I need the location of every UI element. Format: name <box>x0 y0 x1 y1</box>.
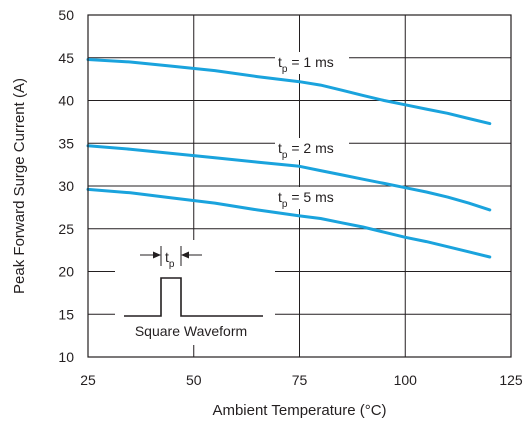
x-axis-label: Ambient Temperature (°C) <box>212 402 386 419</box>
y-tick-label: 20 <box>58 264 74 280</box>
series-label-bg <box>275 187 349 209</box>
pulse-width-label: tp <box>165 249 175 270</box>
y-tick-label: 30 <box>58 178 74 194</box>
x-tick-label: 125 <box>499 372 523 388</box>
y-tick-label: 45 <box>58 50 74 66</box>
square-pulse <box>124 277 263 317</box>
y-tick-label: 50 <box>58 7 74 23</box>
inset-background <box>115 240 275 345</box>
series-label-main: t <box>278 140 282 156</box>
x-tick-label: 50 <box>186 372 202 388</box>
x-tick-label: 75 <box>292 372 308 388</box>
series-label-sub: p <box>282 150 288 161</box>
y-axis-label: Peak Forward Surge Current (A) <box>11 78 28 294</box>
series-label-sub: p <box>282 199 288 210</box>
x-tick-label: 25 <box>80 372 96 388</box>
pulse-label-main: t <box>165 249 169 265</box>
series-label-bg <box>275 52 349 74</box>
square-waveform-inset: tp Square Waveform <box>115 240 275 345</box>
series-lines <box>86 58 492 259</box>
y-tick-label: 25 <box>58 221 74 237</box>
series-label-2: tp = 2 ms <box>278 140 334 161</box>
series-label-main: t <box>278 189 282 205</box>
x-tick-label: 100 <box>394 372 418 388</box>
arrow-left-head <box>153 251 161 259</box>
tick-labels: 25 50 75 100 125 10 15 20 25 30 35 40 45 50 <box>58 7 522 388</box>
series-label-main: t <box>278 54 282 70</box>
plot-frame <box>87 14 512 358</box>
series-label-3: tp = 5 ms <box>278 189 334 210</box>
inset-caption: Square Waveform <box>135 323 247 339</box>
pulse-label-sub: p <box>169 259 175 270</box>
series-label-bg <box>275 138 349 160</box>
arrow-right-head <box>181 251 189 259</box>
series-label-rest: = 1 ms <box>287 54 333 70</box>
series-line-1 <box>86 58 492 126</box>
series-line-2 <box>86 144 492 212</box>
y-tick-label: 15 <box>58 306 74 322</box>
y-tick-label: 10 <box>58 349 74 365</box>
series-label-rest: = 5 ms <box>287 189 333 205</box>
series-label-1: tp = 1 ms <box>278 54 334 75</box>
series-label-sub: p <box>282 64 288 75</box>
series-label-rest: = 2 ms <box>287 140 333 156</box>
y-tick-label: 35 <box>58 135 74 151</box>
y-tick-label: 40 <box>58 93 74 109</box>
series-line-3 <box>86 187 492 259</box>
